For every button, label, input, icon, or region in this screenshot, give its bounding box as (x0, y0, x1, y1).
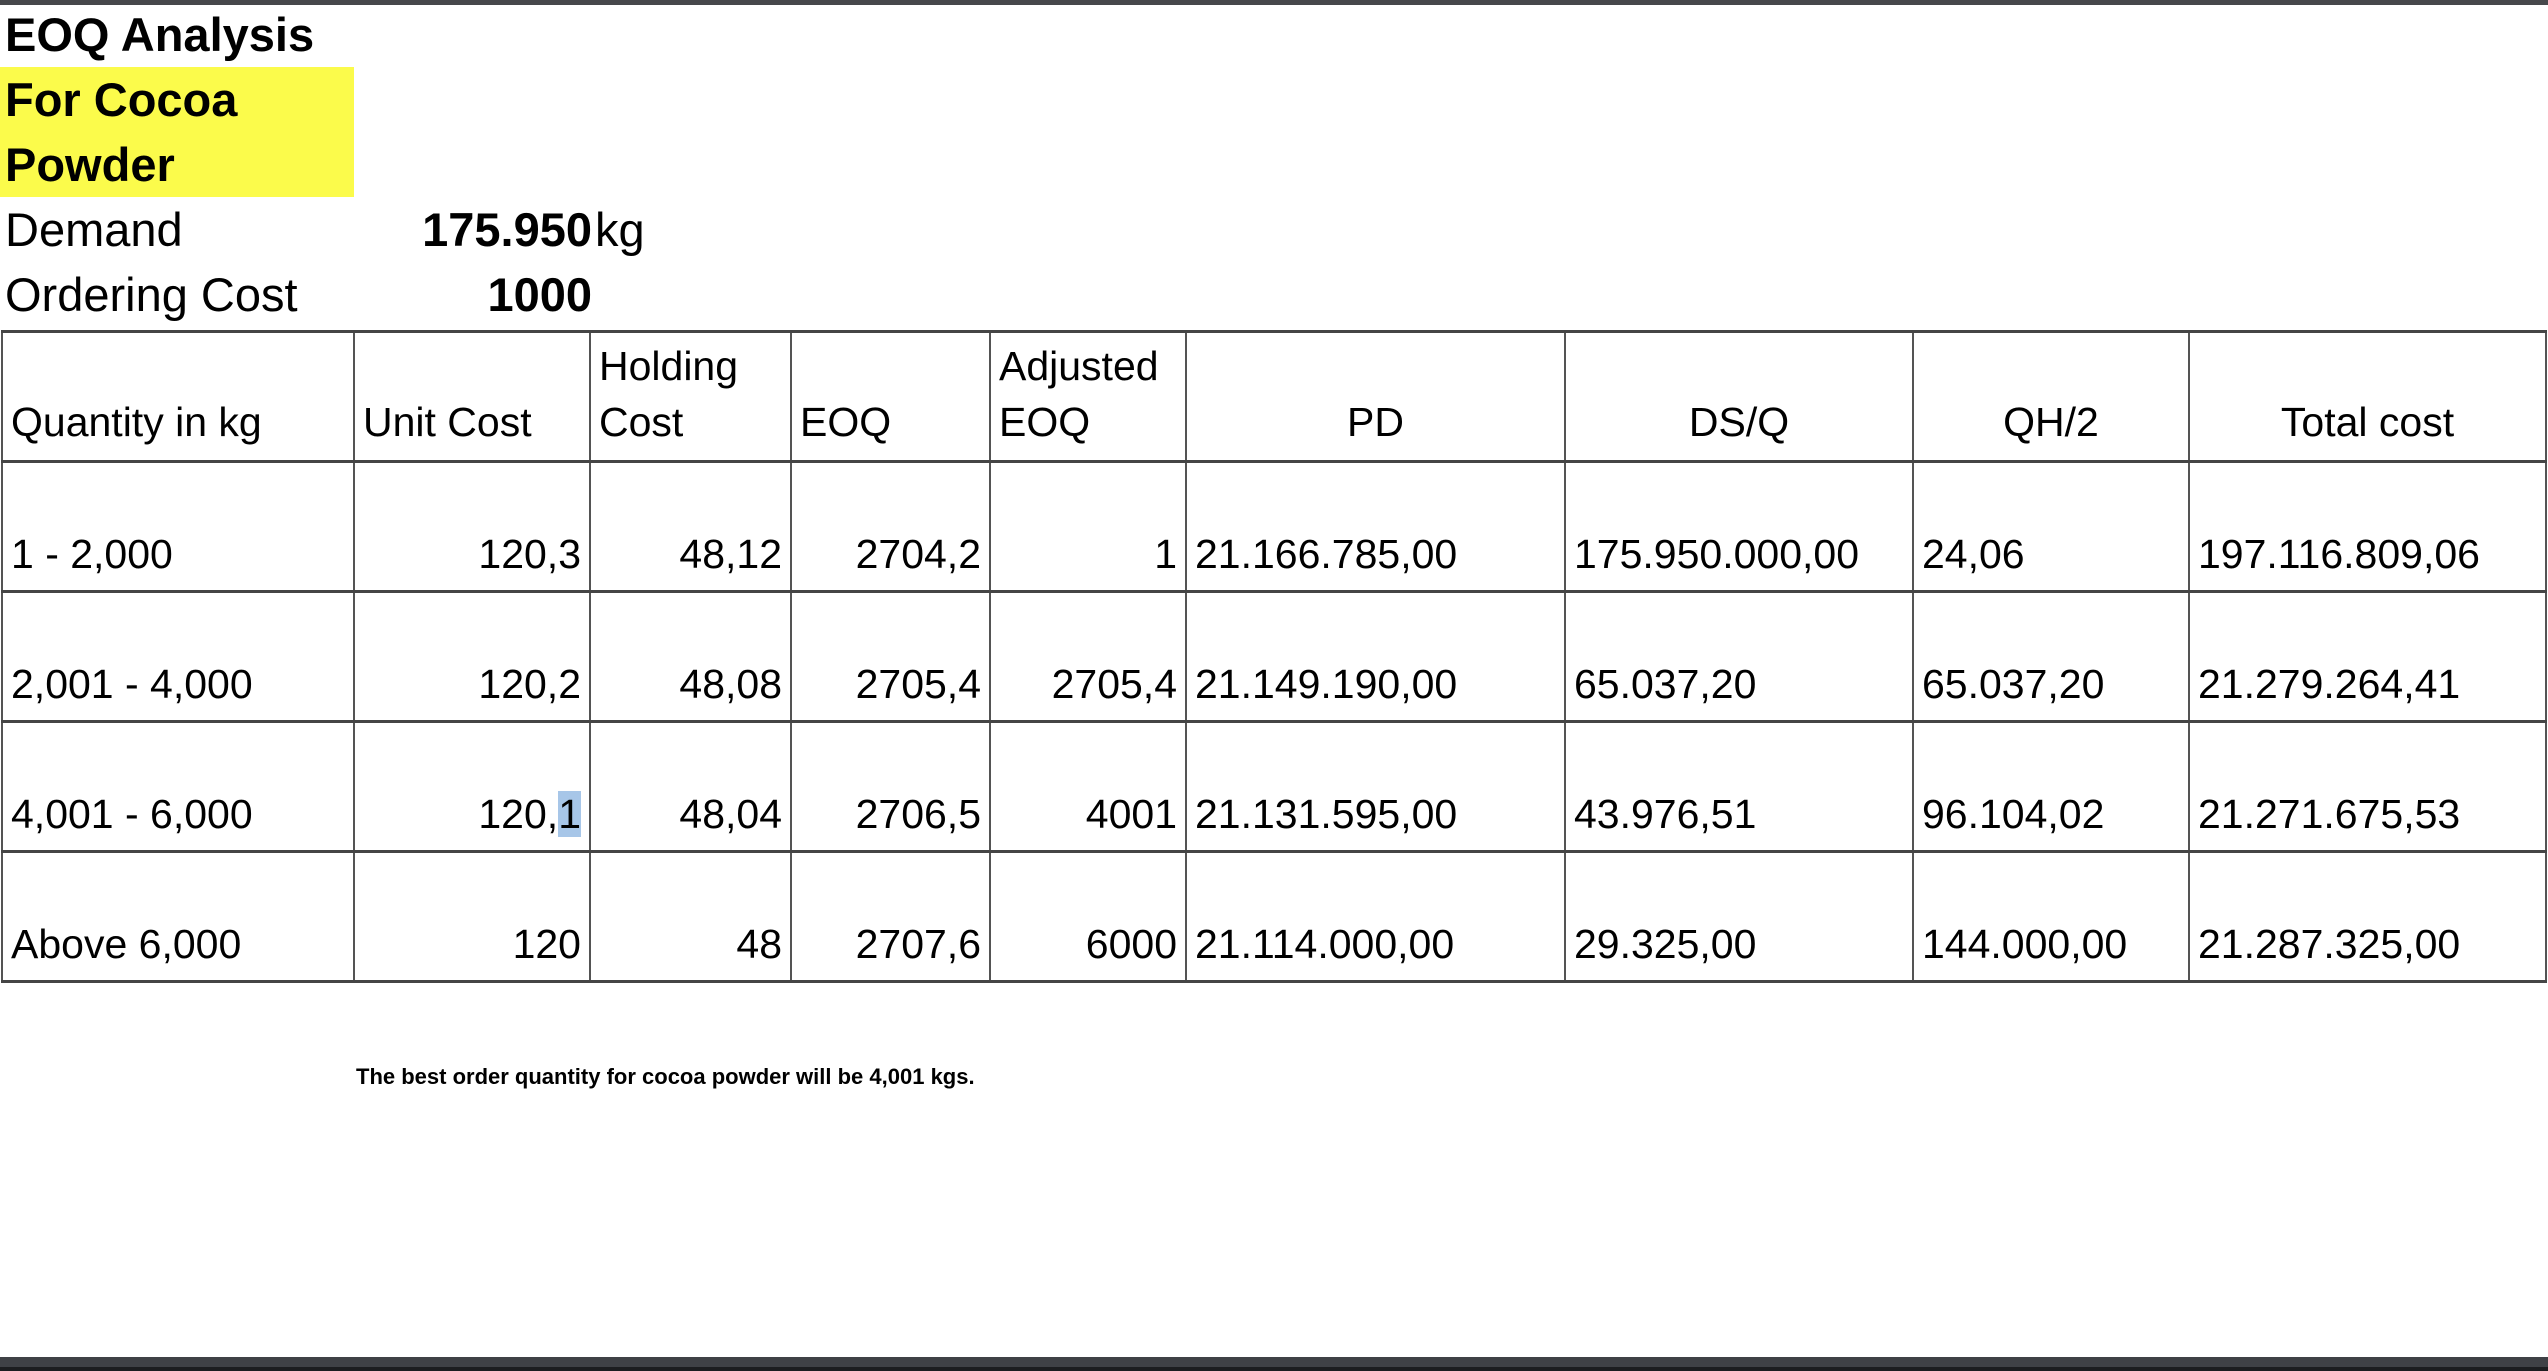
cell-total_cost[interactable]: 21.279.264,41 (2188, 590, 2547, 723)
table-row: 1 - 2,000 120,3 48,12 2704,2 1 21.166.785,00 1… (1, 460, 2547, 593)
cell-dsq[interactable]: 29.325,00 (1564, 850, 1914, 983)
cell-dsq[interactable]: 175.950.000,00 (1564, 460, 1914, 593)
cell-quantity[interactable]: 4,001 - 6,000 (1, 720, 355, 853)
demand-unit: kg (595, 203, 645, 256)
cell-total_cost[interactable]: 197.116.809,06 (2188, 460, 2547, 593)
demand-row: Demand 175.950kg (0, 197, 645, 262)
column-header-adjusted_eoq[interactable]: Adjusted EOQ (989, 330, 1187, 463)
cell-adjusted_eoq[interactable]: 2705,4 (989, 590, 1187, 723)
page-title: EOQ Analysis (5, 8, 315, 61)
cell-unit_cost[interactable]: 120,3 (353, 460, 591, 593)
cell-qh2[interactable]: 65.037,20 (1912, 590, 2190, 723)
cell-dsq[interactable]: 65.037,20 (1564, 590, 1914, 723)
subtitle-line-2: Powder (5, 138, 175, 191)
cell-unit_cost[interactable]: 120,1 (353, 720, 591, 853)
cell-holding_cost[interactable]: 48 (589, 850, 792, 983)
cell-eoq[interactable]: 2705,4 (790, 590, 991, 723)
conclusion-note: The best order quantity for cocoa powder… (356, 1064, 975, 1089)
selected-text: 1 (558, 791, 581, 837)
cell-adjusted_eoq[interactable]: 4001 (989, 720, 1187, 853)
window-top-edge (0, 0, 2548, 5)
subtitle-highlight-block: For Cocoa Powder (0, 67, 354, 197)
cell-total_cost[interactable]: 21.271.675,53 (2188, 720, 2547, 853)
cell-eoq[interactable]: 2704,2 (790, 460, 991, 593)
cell-adjusted_eoq[interactable]: 6000 (989, 850, 1187, 983)
ordering-cost-label: Ordering Cost (5, 268, 298, 321)
table-row: 2,001 - 4,000 120,2 48,08 2705,4 2705,4 21.14… (1, 590, 2547, 723)
ordering-cost-value[interactable]: 1000 (487, 268, 592, 321)
cell-pd[interactable]: 21.149.190,00 (1185, 590, 1566, 723)
column-header-unit_cost[interactable]: Unit Cost (353, 330, 591, 463)
cell-quantity[interactable]: 2,001 - 4,000 (1, 590, 355, 723)
cell-dsq[interactable]: 43.976,51 (1564, 720, 1914, 853)
cell-holding_cost[interactable]: 48,04 (589, 720, 792, 853)
column-header-quantity[interactable]: Quantity in kg (1, 330, 355, 463)
cell-unit_cost[interactable]: 120,2 (353, 590, 591, 723)
cell-pd[interactable]: 21.166.785,00 (1185, 460, 1566, 593)
column-header-qh2[interactable]: QH/2 (1912, 330, 2190, 463)
window-bottom-edge (0, 1357, 2548, 1371)
cell-eoq[interactable]: 2707,6 (790, 850, 991, 983)
cell-holding_cost[interactable]: 48,12 (589, 460, 792, 593)
cell-qh2[interactable]: 144.000,00 (1912, 850, 2190, 983)
ordering-cost-row: Ordering Cost 1000 (0, 262, 645, 327)
column-header-pd[interactable]: PD (1185, 330, 1566, 463)
cell-quantity[interactable]: 1 - 2,000 (1, 460, 355, 593)
eoq-analysis-table: Quantity in kg Unit Cost Holding Cost EOQ Ad… (1, 330, 2547, 983)
subtitle-line-1: For Cocoa (5, 73, 238, 126)
eoq-table-body: 1 - 2,000 120,3 48,12 2704,2 1 21.166.785,00 1… (1, 460, 2547, 983)
cell-adjusted_eoq[interactable]: 1 (989, 460, 1187, 593)
table-header-row: Quantity in kg Unit Cost Holding Cost EOQ Ad… (1, 330, 2547, 463)
column-header-holding_cost[interactable]: Holding Cost (589, 330, 792, 463)
cell-holding_cost[interactable]: 48,08 (589, 590, 792, 723)
column-header-total_cost[interactable]: Total cost (2188, 330, 2547, 463)
column-header-dsq[interactable]: DS/Q (1564, 330, 1914, 463)
cell-qh2[interactable]: 24,06 (1912, 460, 2190, 593)
cell-unit_cost[interactable]: 120 (353, 850, 591, 983)
table-row: Above 6,000 120 48 2707,6 6000 21.114.000,00 2… (1, 850, 2547, 983)
cell-pd[interactable]: 21.131.595,00 (1185, 720, 1566, 853)
column-header-eoq[interactable]: EOQ (790, 330, 991, 463)
sheet-header-block: EOQ Analysis For Cocoa Powder Demand 175.… (0, 2, 645, 327)
demand-label: Demand (5, 203, 183, 256)
cell-eoq[interactable]: 2706,5 (790, 720, 991, 853)
table-row: 4,001 - 6,000 120,1 48,04 2706,5 4001 21.131.… (1, 720, 2547, 853)
cell-total_cost[interactable]: 21.287.325,00 (2188, 850, 2547, 983)
cell-qh2[interactable]: 96.104,02 (1912, 720, 2190, 853)
demand-value[interactable]: 175.950 (422, 203, 592, 256)
cell-quantity[interactable]: Above 6,000 (1, 850, 355, 983)
cell-pd[interactable]: 21.114.000,00 (1185, 850, 1566, 983)
